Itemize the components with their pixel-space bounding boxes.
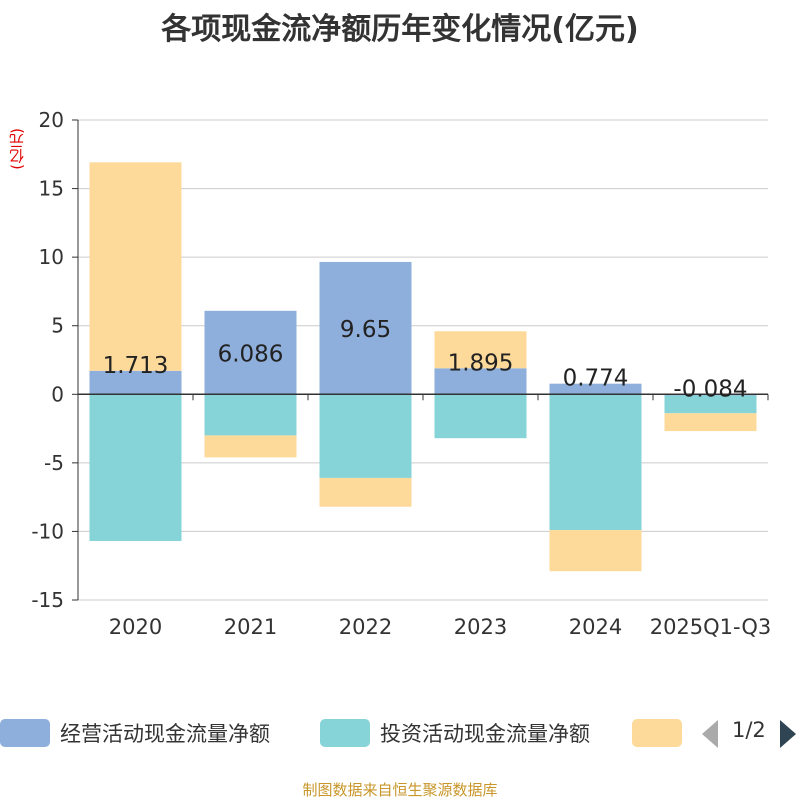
bar-financing-2021 <box>204 435 297 458</box>
bar-financing-2025Q1-Q3 <box>664 413 757 432</box>
x-tick-label: 2023 <box>454 615 507 639</box>
bar-financing-2024 <box>549 530 642 572</box>
bar-investing-2025Q1-Q3 <box>664 395 757 414</box>
data-label-operating: 6.086 <box>218 342 284 368</box>
legend-next-page-icon[interactable] <box>780 720 796 748</box>
legend-swatch-financing <box>632 719 682 747</box>
legend-page-indicator: 1/2 <box>732 718 766 742</box>
cashflow-bar-chart: 20 15 10 5 0 -5 -10 -15 2020 2021 2022 2023 2024 2025… <box>31 108 772 639</box>
y-tick-label: 15 <box>39 177 64 201</box>
data-source-note: 制图数据来自恒生聚源数据库 <box>302 781 498 799</box>
bar-investing-2023 <box>434 394 527 439</box>
legend-swatch-operating <box>0 719 50 747</box>
x-tick-label: 2020 <box>109 615 162 639</box>
bar-operating-2023 <box>434 368 527 395</box>
y-tick-label: -5 <box>44 451 64 475</box>
y-tick-label: 10 <box>39 245 64 269</box>
legend-prev-page-icon[interactable] <box>702 720 718 748</box>
x-tick-label: 2024 <box>569 615 622 639</box>
bar-financing-2022 <box>319 477 412 507</box>
y-tick-label: 0 <box>51 382 64 406</box>
y-tick-label: -15 <box>31 588 64 612</box>
bar-investing-2021 <box>204 394 297 436</box>
bar-operating-2024 <box>549 383 642 395</box>
x-tick-label: 2021 <box>224 615 277 639</box>
data-label-operating: 1.713 <box>103 353 169 379</box>
bar-investing-2022 <box>319 394 412 478</box>
bar-operating-2022 <box>319 261 412 395</box>
bar-operating-2021 <box>204 310 297 395</box>
bar-financing-2023 <box>434 331 527 369</box>
legend-swatch-investing <box>320 719 370 747</box>
y-tick-label: 5 <box>51 314 64 338</box>
x-tick-label: 2025Q1-Q3 <box>650 615 772 639</box>
legend-pager: 1/2 <box>700 718 800 748</box>
legend-label-operating: 经营活动现金流量净额 <box>60 722 270 746</box>
data-label-operating: 9.65 <box>340 317 391 343</box>
data-label-operating: 0.774 <box>563 366 629 392</box>
data-label-operating: 1.895 <box>448 350 514 376</box>
legend-item-investing[interactable]: 投资活动现金流量净额 <box>320 718 590 748</box>
x-tick-label: 2022 <box>339 615 392 639</box>
legend-item-operating[interactable]: 经营活动现金流量净额 <box>0 718 270 748</box>
bar-investing-2020 <box>89 394 182 542</box>
legend: 经营活动现金流量净额 投资活动现金流量净额 1/2 <box>0 712 800 756</box>
bar-financing-2020 <box>89 162 182 371</box>
y-tick-label: 20 <box>39 108 64 132</box>
legend-label-investing: 投资活动现金流量净额 <box>380 722 590 746</box>
y-tick-label: -10 <box>31 519 64 543</box>
bar-investing-2024 <box>549 394 642 531</box>
bar-operating-2020 <box>89 370 182 395</box>
legend-item-financing[interactable] <box>632 718 692 748</box>
chart-title: 各项现金流净额历年变化情况(亿元) <box>161 12 639 47</box>
data-label-operating: -0.084 <box>673 376 747 402</box>
